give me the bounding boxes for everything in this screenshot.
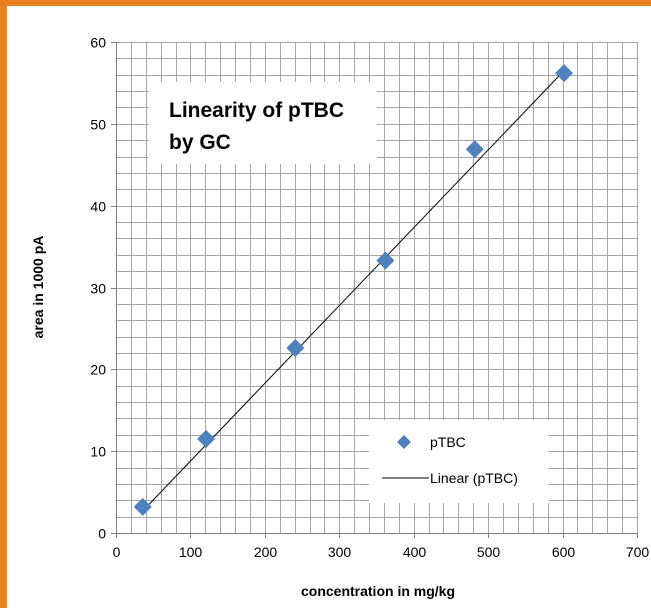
data-point-ptbc xyxy=(465,140,484,159)
x-tick-label: 300 xyxy=(328,544,352,560)
chart-title-line-1: Linearity of pTBC xyxy=(169,99,344,122)
tick-labels: 0 100 200 300 400 500 600 700 0 10 20 30 40 50 60 xyxy=(90,35,649,561)
x-tick-label: 0 xyxy=(113,544,121,560)
x-tick-label: 200 xyxy=(254,544,278,560)
data-point-ptbc xyxy=(133,497,152,516)
legend-label-linear: Linear (pTBC) xyxy=(430,470,518,486)
data-point-ptbc xyxy=(376,251,395,270)
axes xyxy=(111,42,638,538)
y-tick-label: 10 xyxy=(90,444,106,460)
y-tick-label: 20 xyxy=(90,362,106,378)
y-tick-label: 0 xyxy=(98,526,106,542)
chart-title-line-2: by GC xyxy=(169,131,231,154)
legend: pTBC Linear (pTBC) xyxy=(369,420,549,503)
data-point-ptbc xyxy=(286,339,305,358)
x-tick-label: 400 xyxy=(403,544,427,560)
title-background xyxy=(149,82,377,164)
y-axis-title: area in 1000 pA xyxy=(30,236,46,339)
x-tick-label: 700 xyxy=(626,544,650,560)
chart-svg: 0 100 200 300 400 500 600 700 0 10 20 30 40 50 60 Line… xyxy=(30,35,649,600)
x-tick-label: 100 xyxy=(179,544,203,560)
y-tick-label: 50 xyxy=(90,117,106,133)
legend-marker-ptbc xyxy=(397,435,411,449)
x-axis-title: concentration in mg/kg xyxy=(301,583,455,599)
legend-label-ptbc: pTBC xyxy=(430,434,466,450)
y-tick-label: 60 xyxy=(90,35,106,51)
x-tick-label: 600 xyxy=(552,544,576,560)
data-point-ptbc xyxy=(197,429,216,448)
x-tick-label: 500 xyxy=(477,544,501,560)
data-point-ptbc xyxy=(555,64,574,83)
legend-background xyxy=(369,420,549,503)
y-tick-label: 40 xyxy=(90,199,106,215)
series xyxy=(133,64,574,516)
y-tick-label: 30 xyxy=(90,281,106,297)
title-box: Linearity of pTBC by GC xyxy=(149,82,377,164)
